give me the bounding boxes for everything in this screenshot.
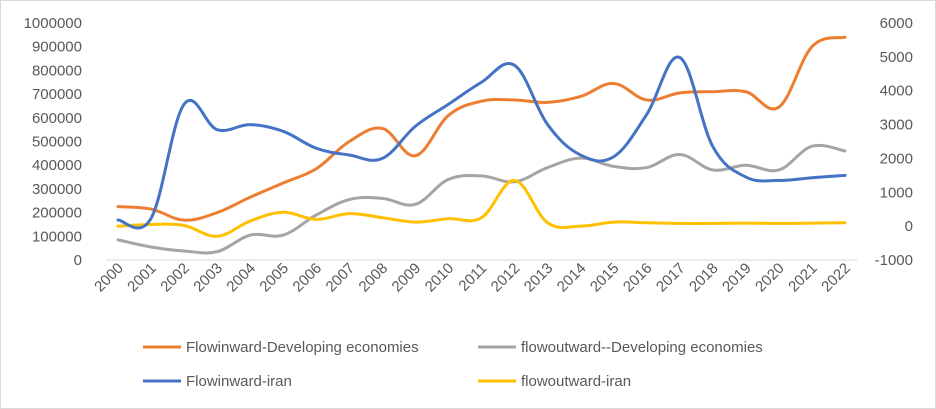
- legend-label: Flowinward-Developing economies: [186, 339, 419, 356]
- left-axis-tick-label: 100000: [32, 228, 82, 245]
- right-axis-tick-label: 4000: [880, 83, 913, 100]
- x-axis-tick-label: 2014: [554, 260, 590, 296]
- x-axis-tick-label: 2017: [653, 260, 689, 296]
- series-line-flowoutward-developing-economies: [116, 143, 847, 255]
- x-axis-tick-label: 2013: [521, 260, 557, 296]
- x-axis-tick-label: 2008: [356, 260, 392, 296]
- left-axis-tick-label: 300000: [32, 181, 82, 198]
- x-axis-tick-label: 2016: [620, 260, 656, 296]
- x-axis-tick-label: 2003: [190, 260, 226, 296]
- x-axis-tick-label: 2010: [422, 260, 458, 296]
- x-axis-tick-label: 2015: [587, 260, 623, 296]
- left-axis-tick-label: 0: [74, 252, 82, 269]
- legend: Flowinward-Developing economies flowoutwa…: [143, 339, 763, 390]
- left-axis-tick-label: 600000: [32, 110, 82, 127]
- right-axis-tick-label: 3000: [880, 117, 913, 134]
- plot-lines: [116, 35, 847, 255]
- left-axis-tick-label: 900000: [32, 39, 82, 56]
- x-axis-tick-label: 2011: [455, 260, 490, 295]
- left-y-axis: 0 100000 200000 300000 400000 500000 600000 700…: [24, 15, 82, 269]
- left-axis-tick-label: 800000: [32, 62, 82, 79]
- series-line-flowoutward-iran: [116, 178, 847, 238]
- left-axis-tick-label: 200000: [32, 205, 82, 222]
- right-axis-tick-label: -1000: [875, 252, 913, 269]
- legend-label: flowoutward-iran: [521, 373, 631, 390]
- right-axis-tick-label: 5000: [880, 49, 913, 66]
- x-axis: 2000200120022003200420052006200720082009…: [91, 259, 857, 296]
- x-axis-tick-label: 2006: [289, 260, 325, 296]
- legend-label: flowoutward--Developing economies: [521, 339, 763, 356]
- left-axis-tick-label: 500000: [32, 134, 82, 151]
- x-axis-tick-label: 2020: [752, 260, 788, 296]
- x-axis-tick-label: 2009: [389, 260, 425, 296]
- right-axis-tick-label: 1000: [880, 184, 913, 201]
- left-axis-tick-label: 700000: [32, 86, 82, 103]
- x-axis-tick-label: 2019: [719, 260, 755, 296]
- right-axis-tick-label: 2000: [880, 150, 913, 167]
- x-axis-tick-label: 2005: [256, 260, 292, 296]
- x-axis-tick-label: 2018: [686, 260, 722, 296]
- x-axis-tick-label: 2001: [124, 260, 160, 296]
- left-axis-tick-label: 1000000: [24, 15, 82, 32]
- right-axis-tick-label: 6000: [880, 15, 913, 32]
- x-axis-tick-label: 2022: [818, 260, 854, 296]
- x-axis-tick-label: 2002: [157, 260, 193, 296]
- left-axis-tick-label: 400000: [32, 157, 82, 174]
- legend-label: Flowinward-iran: [186, 373, 292, 390]
- right-y-axis: -1000 0 1000 2000 3000 4000 5000 6000: [875, 15, 913, 269]
- right-axis-tick-label: 0: [905, 218, 913, 235]
- series-line-flowinward-iran: [116, 55, 847, 230]
- x-axis-tick-label: 2012: [488, 260, 524, 296]
- x-axis-tick-label: 2000: [91, 260, 127, 296]
- x-axis-tick-label: 2007: [323, 260, 359, 296]
- x-axis-tick-label: 2021: [785, 260, 821, 296]
- series-line-flowinward-developing-economies: [116, 35, 847, 222]
- x-axis-tick-label: 2004: [223, 260, 259, 296]
